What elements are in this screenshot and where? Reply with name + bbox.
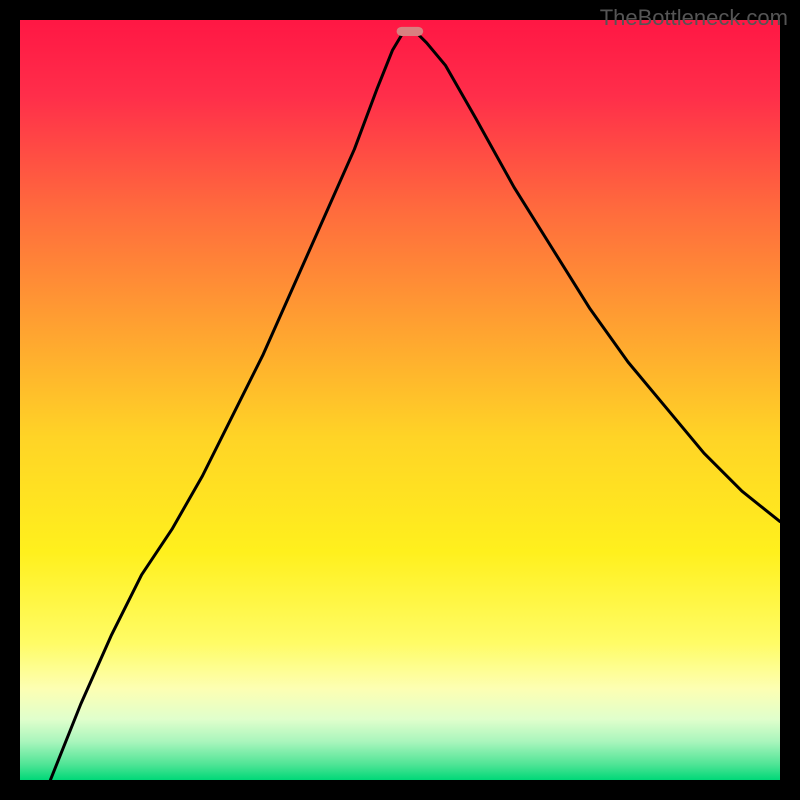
watermark-text: TheBottleneck.com (600, 5, 788, 31)
optimal-marker (397, 27, 424, 36)
chart-background (20, 20, 780, 780)
chart-svg (20, 20, 780, 780)
chart-area (20, 20, 780, 780)
